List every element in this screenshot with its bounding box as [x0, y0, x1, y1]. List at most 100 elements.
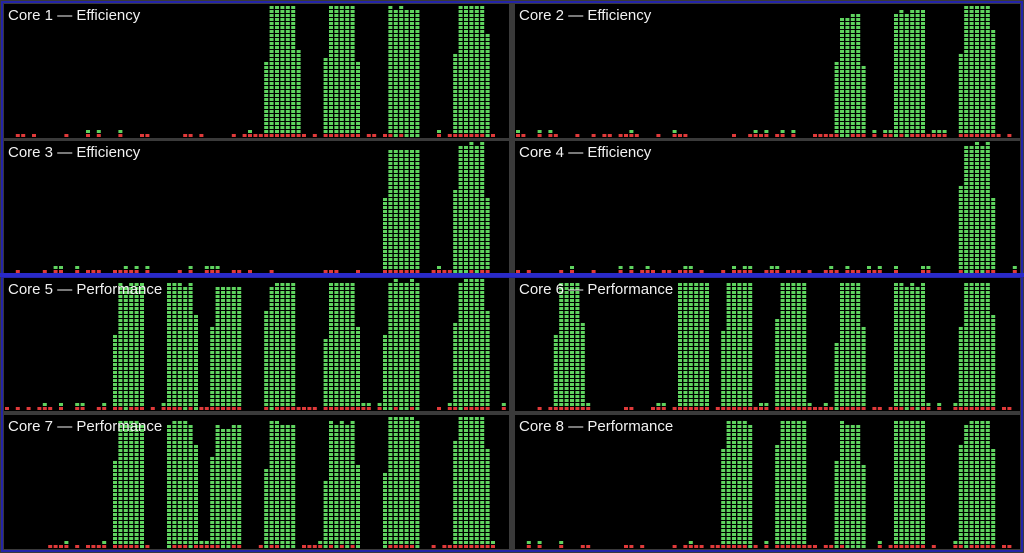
user-load-segment [194, 315, 198, 318]
user-load-segment [275, 351, 279, 354]
system-load-segment [96, 134, 101, 137]
user-load-segment [356, 110, 360, 113]
user-load-segment [134, 283, 139, 286]
user-load-segment [480, 395, 485, 398]
usage-column [570, 266, 574, 273]
user-load-segment [742, 395, 747, 398]
user-load-segment [737, 291, 742, 294]
user-load-segment [275, 78, 279, 81]
user-load-segment [802, 391, 807, 394]
system-load-segment [1007, 134, 1012, 137]
user-load-segment [350, 110, 355, 113]
user-load-segment [464, 375, 468, 378]
user-load-segment [393, 307, 398, 310]
user-load-segment [469, 90, 474, 93]
user-load-segment [350, 375, 355, 378]
usage-column [559, 283, 564, 410]
system-load-segment [991, 134, 996, 137]
user-load-segment [167, 291, 171, 294]
user-load-segment [688, 291, 693, 294]
user-load-segment [899, 26, 904, 29]
user-load-segment [721, 387, 726, 390]
user-load-segment [980, 250, 985, 253]
user-load-segment [985, 114, 990, 117]
user-load-segment [991, 42, 996, 45]
user-load-segment [480, 242, 485, 245]
user-load-segment [474, 122, 479, 125]
usage-column [856, 270, 861, 273]
user-load-segment [985, 94, 990, 97]
user-load-segment [559, 375, 564, 378]
user-load-segment [458, 375, 463, 378]
user-load-segment [458, 327, 463, 330]
usage-column [958, 186, 963, 273]
user-load-segment [172, 327, 177, 330]
user-load-segment [856, 391, 861, 394]
user-load-segment [285, 62, 290, 65]
user-load-segment [183, 311, 188, 314]
user-load-segment [969, 242, 974, 245]
user-load-segment [345, 58, 350, 61]
user-load-segment [474, 371, 479, 374]
user-load-segment [570, 335, 574, 338]
user-load-segment [291, 66, 296, 69]
usage-column [991, 198, 996, 273]
user-load-segment [231, 287, 236, 290]
user-load-segment [980, 6, 985, 9]
user-load-segment [410, 287, 414, 290]
user-load-segment [453, 94, 458, 97]
user-load-segment [802, 323, 807, 326]
user-load-segment [975, 90, 979, 93]
system-load-segment [656, 407, 661, 410]
user-load-segment [410, 266, 414, 269]
user-load-segment [759, 403, 763, 406]
user-load-segment [323, 66, 328, 69]
user-load-segment [856, 383, 861, 386]
user-load-segment [383, 214, 387, 217]
user-load-segment [980, 230, 985, 233]
user-load-segment [410, 222, 414, 225]
user-load-segment [458, 283, 463, 286]
user-load-segment [899, 94, 904, 97]
user-load-segment [861, 122, 866, 125]
user-load-segment [177, 359, 182, 362]
user-load-segment [980, 94, 985, 97]
user-load-segment [345, 46, 350, 49]
user-load-segment [134, 395, 139, 398]
user-load-segment [404, 287, 409, 290]
user-load-segment [678, 383, 682, 386]
usage-column [921, 10, 925, 137]
user-load-segment [383, 234, 387, 237]
user-load-segment [694, 327, 699, 330]
system-load-segment [42, 407, 47, 410]
user-load-segment [910, 130, 915, 133]
user-load-segment [453, 110, 458, 113]
user-load-segment [705, 391, 709, 394]
user-load-segment [904, 66, 909, 69]
user-load-segment [791, 339, 796, 342]
user-load-segment [226, 335, 231, 338]
user-load-segment [215, 311, 220, 314]
user-load-segment [415, 42, 420, 45]
user-load-segment [237, 371, 242, 374]
system-load-segment [958, 134, 963, 137]
user-load-segment [334, 283, 339, 286]
user-load-segment [188, 335, 193, 338]
user-load-segment [845, 287, 850, 290]
user-load-segment [678, 391, 682, 394]
core-3-panel: Core 3 — Efficiency [4, 141, 509, 274]
user-load-segment [802, 335, 807, 338]
user-load-segment [177, 283, 182, 286]
user-load-segment [404, 347, 409, 350]
user-load-segment [393, 190, 398, 193]
user-load-segment [275, 122, 279, 125]
system-load-segment [123, 270, 128, 273]
user-load-segment [969, 122, 974, 125]
user-load-segment [840, 86, 844, 89]
user-load-segment [699, 291, 704, 294]
user-load-segment [958, 262, 963, 265]
system-load-segment [399, 270, 404, 273]
user-load-segment [480, 78, 485, 81]
usage-column [231, 134, 236, 137]
user-load-segment [980, 54, 985, 57]
